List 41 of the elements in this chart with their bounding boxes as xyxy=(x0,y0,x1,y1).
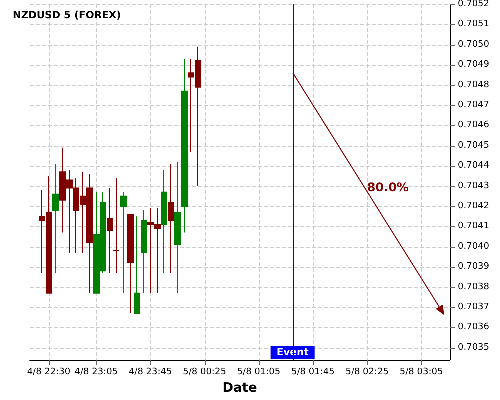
candlestick xyxy=(127,214,134,314)
y-tick-label: 0.7044 xyxy=(458,161,490,172)
x-tick-label: 4/8 23:45 xyxy=(128,368,172,378)
x-tick-label: 5/8 02:25 xyxy=(346,368,390,378)
x-tick-label: 5/8 03:05 xyxy=(400,368,444,378)
ref-line-label: Event xyxy=(276,348,310,358)
y-tick-label: 0.7048 xyxy=(458,80,490,90)
y-tick-label: 0.7035 xyxy=(458,342,490,353)
y-tick-label: 0.7050 xyxy=(458,40,490,50)
y-tick-label: 0.7041 xyxy=(458,222,490,232)
x-tick-label: 4/8 23:05 xyxy=(74,368,118,378)
candlestick xyxy=(174,162,181,294)
y-tick-label: 0.7038 xyxy=(458,282,490,292)
x-tick-label: 5/8 01:45 xyxy=(292,368,335,378)
candlestick xyxy=(141,210,147,294)
y-tick-label: 0.7051 xyxy=(458,20,490,30)
candlestick xyxy=(107,188,113,274)
y-tick-label: 0.7039 xyxy=(458,262,490,272)
y-tick-label: 0.7037 xyxy=(458,302,490,312)
annotation: 80.0% xyxy=(367,180,409,194)
x-tick-label: 4/8 22:30 xyxy=(27,368,71,378)
candlestick xyxy=(134,216,140,314)
candlestick xyxy=(120,192,127,294)
y-tick-label: 0.7040 xyxy=(458,242,490,252)
y-tick-label: 0.7049 xyxy=(458,60,490,70)
x-tick-label: 5/8 01:05 xyxy=(237,368,281,378)
text: NZDUSD 5 (FOREX) xyxy=(13,10,122,22)
candlestick xyxy=(113,178,120,274)
x-axis-title: Date xyxy=(222,381,258,396)
y-tick-label: 0.7042 xyxy=(458,201,490,212)
candlestick xyxy=(168,164,174,274)
x-tick-label: 5/8 00:25 xyxy=(183,368,226,378)
y-tick-label: 0.7045 xyxy=(458,140,490,151)
y-tick-label: 0.7047 xyxy=(458,100,490,110)
candlestick xyxy=(52,164,59,274)
candlestick xyxy=(161,170,167,274)
y-tick-label: 0.7052 xyxy=(458,0,490,10)
y-tick-label: 0.7043 xyxy=(458,181,490,192)
y-tick-label: 0.7046 xyxy=(458,120,490,131)
candlestick xyxy=(181,58,188,234)
y-tick-label: 0.7036 xyxy=(458,322,490,333)
